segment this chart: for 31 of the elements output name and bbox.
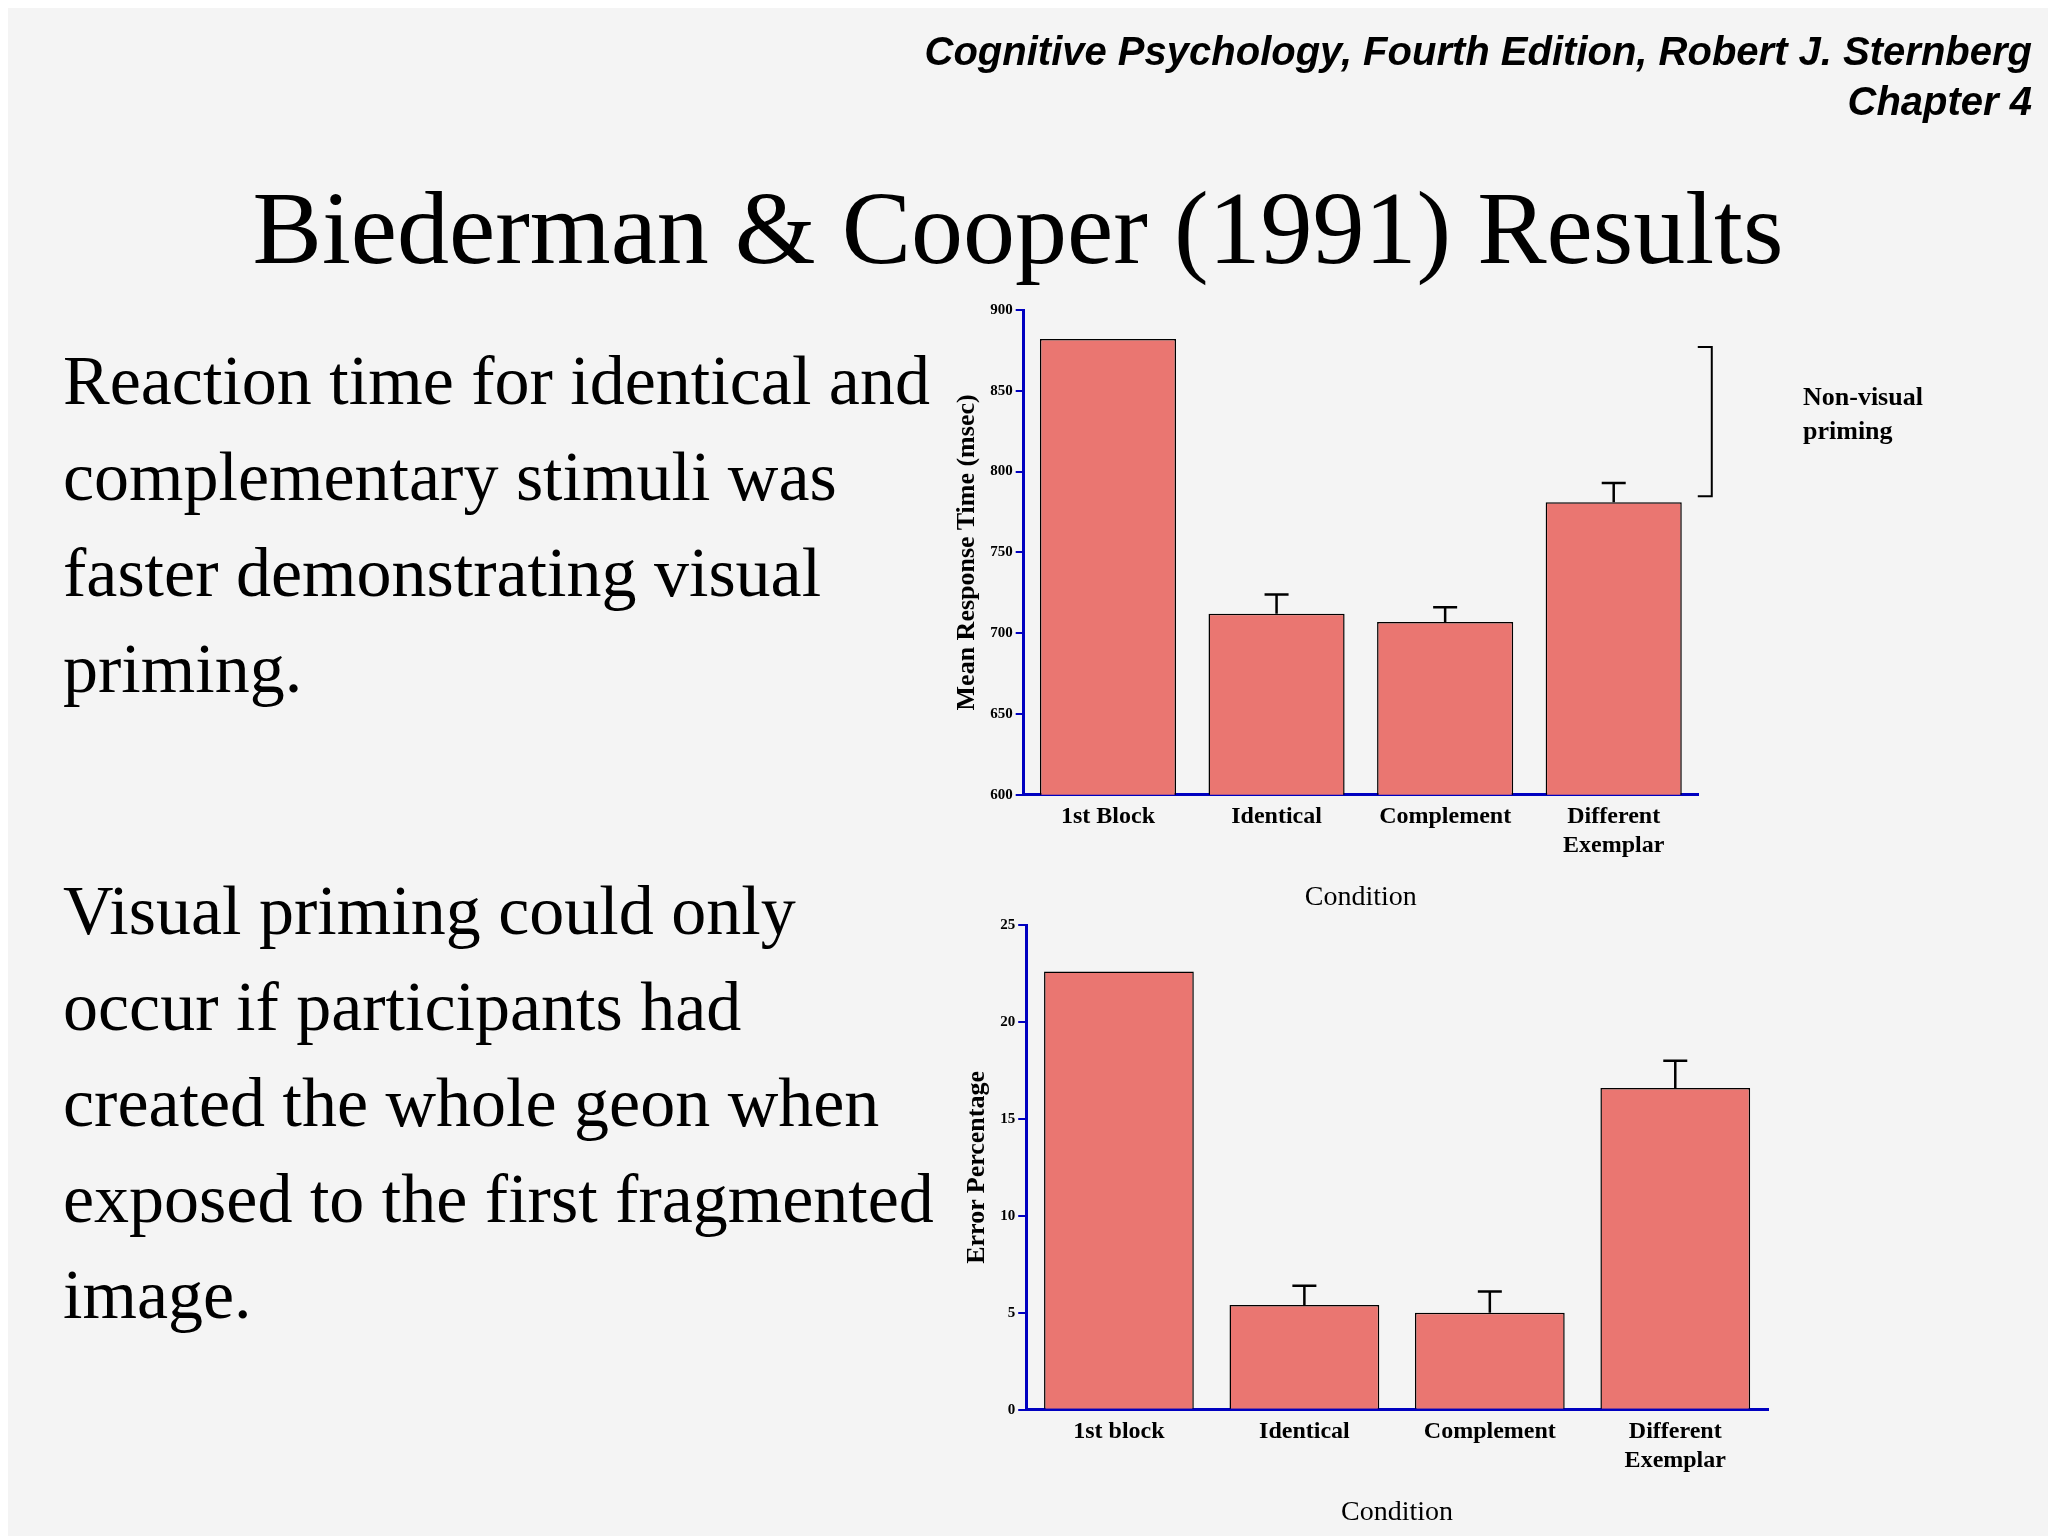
x-axis-title: Condition <box>1304 879 1417 911</box>
y-axis-title: Mean Response Time (msec) <box>951 394 981 711</box>
x-axis-title: Condition <box>1341 1494 1454 1526</box>
y-tick-label: 25 <box>1000 915 1016 932</box>
text: Visual priming could only occur if participants had created the whole geon when exposed to the first fragmented image. <box>63 871 935 1335</box>
y-tick-label: 10 <box>1000 1206 1016 1223</box>
y-tick-label: 0 <box>1007 1400 1016 1417</box>
y-tick-label: 15 <box>1000 1109 1016 1126</box>
x-tick-label: Different Exemplar <box>1563 802 1665 858</box>
text: Reaction time for identical and complementary stimuli was faster demonstrating visual priming. <box>63 341 931 709</box>
y-tick-label: 800 <box>990 462 1013 479</box>
x-tick-label: Identical <box>1259 1417 1351 1444</box>
y-tick-label: 650 <box>990 704 1013 721</box>
text: Chapter 4 <box>1846 78 2032 125</box>
y-axis-title: Error Percentage <box>961 1071 991 1264</box>
y-tick-label: 5 <box>1007 1303 1016 1320</box>
x-tick-label: Identical <box>1231 802 1323 829</box>
y-tick-label: 600 <box>990 785 1013 802</box>
chart-title: Biederman & Cooper (1991) Results <box>251 169 1785 287</box>
x-tick-label: Complement <box>1423 1417 1556 1444</box>
x-tick-label: Different Exemplar <box>1624 1417 1727 1473</box>
y-tick-label: 850 <box>990 381 1013 398</box>
text: Cognitive Psychology, Fourth Edition, Robert J. Sternberg <box>924 28 2032 75</box>
y-tick-label: 900 <box>990 300 1013 317</box>
x-tick-label: 1st Block <box>1060 802 1156 829</box>
x-tick-label: Complement <box>1379 802 1512 829</box>
y-tick-label: 750 <box>990 543 1013 560</box>
y-tick-label: 700 <box>990 624 1013 641</box>
text: Non-visual priming <box>1803 381 1924 447</box>
y-tick-label: 20 <box>1000 1012 1016 1029</box>
x-tick-label: 1st block <box>1073 1417 1166 1444</box>
